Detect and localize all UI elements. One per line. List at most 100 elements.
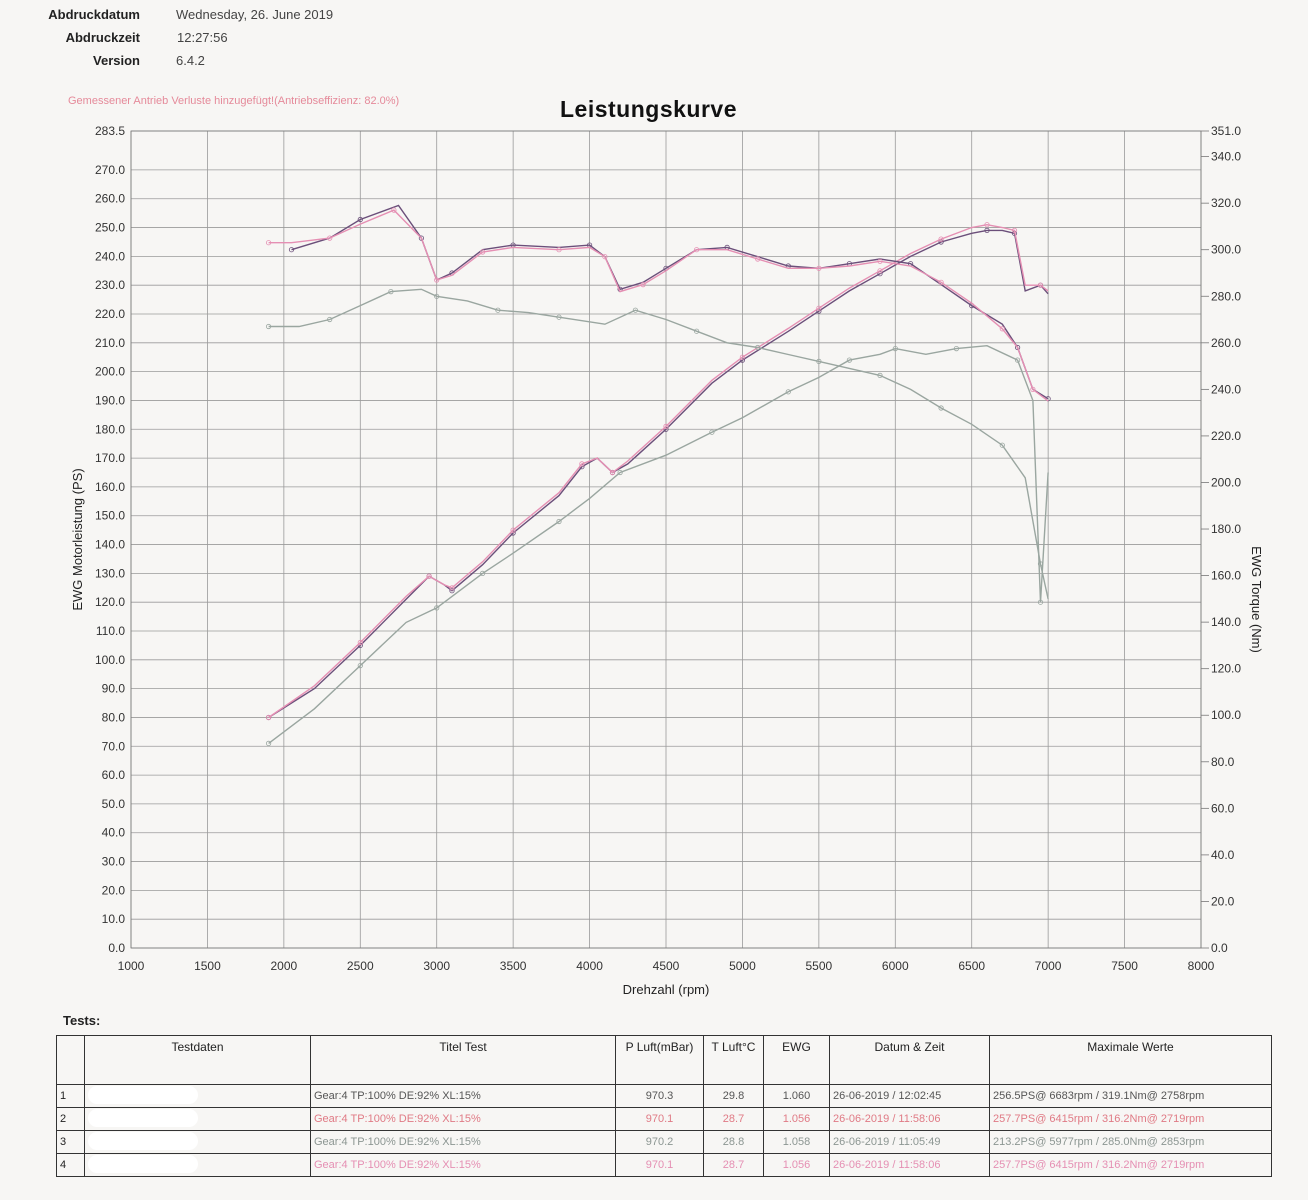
left-tick-label: 70.0 bbox=[102, 739, 126, 753]
tests-label: Tests: bbox=[63, 1013, 101, 1028]
left-tick-label: 0.0 bbox=[108, 941, 125, 955]
plot-frame bbox=[130, 130, 1202, 949]
test-cell-date: 26-06-2019 / 11:58:06 bbox=[829, 1153, 990, 1177]
left-tick-label: 30.0 bbox=[102, 855, 126, 869]
right-tick-label: 180.0 bbox=[1211, 522, 1241, 536]
left-axis-label: EWG Motorleistung (PS) bbox=[70, 468, 85, 610]
x-tick-label: 7500 bbox=[1111, 959, 1138, 973]
test-cell-max: 257.7PS@ 6415rpm / 316.2Nm@ 2719rpm bbox=[989, 1153, 1272, 1177]
x-tick-label: 1500 bbox=[194, 959, 221, 973]
right-tick-label: 40.0 bbox=[1211, 848, 1235, 862]
data-point bbox=[265, 240, 272, 246]
data-point bbox=[739, 354, 746, 360]
test-cell-p: 970.1 bbox=[615, 1107, 704, 1131]
test-cell-t: 28.7 bbox=[703, 1107, 764, 1131]
test-row[interactable]: 4 Gear:4 TP:100% DE:92% XL:15% 970.1 28.7 1.… bbox=[56, 1153, 1272, 1177]
test-cell-testdaten bbox=[84, 1153, 311, 1177]
data-point bbox=[609, 469, 616, 476]
left-tick-label: 10.0 bbox=[102, 912, 126, 926]
data-point bbox=[877, 258, 883, 264]
x-axis-label: Drehzahl (rpm) bbox=[623, 982, 710, 997]
test-cell-num: 1 bbox=[56, 1084, 85, 1108]
header-max: Maximale Werte bbox=[989, 1035, 1272, 1085]
data-point bbox=[1037, 282, 1044, 288]
data-point bbox=[984, 227, 990, 233]
data-point bbox=[265, 714, 272, 721]
test-cell-date: 26-06-2019 / 11:58:06 bbox=[829, 1107, 990, 1131]
right-tick-label: 80.0 bbox=[1211, 755, 1235, 769]
test-cell-ewg: 1.056 bbox=[763, 1153, 830, 1177]
test-row[interactable]: 2 Gear:4 TP:100% DE:92% XL:15% 970.1 28.7 1.… bbox=[56, 1107, 1272, 1131]
data-point bbox=[327, 316, 333, 323]
torque-curve-3 bbox=[268, 288, 1049, 600]
meta-value: 12:27:56 bbox=[177, 30, 228, 45]
test-cell-ewg: 1.058 bbox=[763, 1130, 830, 1154]
left-tick-label: 260.0 bbox=[95, 192, 125, 206]
header-p-luft: P Luft(mBar) bbox=[615, 1035, 704, 1085]
header-titel: Titel Test bbox=[310, 1035, 616, 1085]
data-point bbox=[426, 573, 432, 579]
data-point bbox=[709, 429, 715, 435]
data-point bbox=[693, 247, 700, 253]
x-tick-label: 4000 bbox=[576, 959, 603, 973]
right-tick-label: 260.0 bbox=[1211, 336, 1241, 350]
data-point bbox=[1037, 561, 1044, 567]
data-point bbox=[1014, 357, 1021, 363]
data-point bbox=[617, 469, 623, 476]
data-point bbox=[938, 279, 944, 285]
power-curve-1 bbox=[268, 229, 1049, 719]
x-tick-label: 1000 bbox=[118, 959, 145, 973]
data-point bbox=[846, 357, 853, 363]
test-cell-p: 970.3 bbox=[615, 1084, 704, 1108]
data-point bbox=[434, 277, 440, 283]
right-tick-label: 0.0 bbox=[1211, 941, 1228, 955]
test-row[interactable]: 3 Gear:4 TP:100% DE:92% XL:15% 970.2 28.8 1.… bbox=[56, 1130, 1272, 1154]
left-tick-label: 270.0 bbox=[95, 163, 125, 177]
left-tick-label: 20.0 bbox=[102, 883, 126, 897]
right-axis-label: EWG Torque (Nm) bbox=[1249, 546, 1264, 653]
test-cell-ewg: 1.056 bbox=[763, 1107, 830, 1131]
data-point bbox=[816, 358, 822, 364]
test-cell-testdaten bbox=[84, 1084, 311, 1108]
x-tick-label: 3000 bbox=[423, 959, 450, 973]
left-tick-label: 210.0 bbox=[95, 336, 125, 350]
data-point bbox=[816, 265, 822, 271]
data-point bbox=[327, 235, 333, 241]
x-tick-label: 2500 bbox=[347, 959, 374, 973]
data-point bbox=[1011, 227, 1018, 233]
header-ewg: EWG bbox=[763, 1035, 830, 1085]
test-cell-num: 3 bbox=[56, 1130, 85, 1154]
test-cell-title: Gear:4 TP:100% DE:92% XL:15% bbox=[310, 1130, 616, 1154]
left-tick-label: 120.0 bbox=[95, 595, 125, 609]
test-cell-t: 29.8 bbox=[703, 1084, 764, 1108]
tests-table: Testdaten Titel Test P Luft(mBar) T Luft… bbox=[56, 1035, 1272, 1177]
x-tick-label: 7000 bbox=[1035, 959, 1062, 973]
power-curve-3 bbox=[268, 344, 1049, 744]
test-cell-date: 26-06-2019 / 12:02:45 bbox=[829, 1084, 990, 1108]
right-tick-label: 20.0 bbox=[1211, 894, 1235, 908]
data-point bbox=[495, 307, 501, 313]
meta-label: Abdruckzeit bbox=[65, 30, 140, 45]
x-tick-label: 3500 bbox=[500, 959, 527, 973]
right-tick-label: 100.0 bbox=[1211, 708, 1241, 722]
data-point bbox=[388, 288, 394, 295]
test-cell-date: 26-06-2019 / 11:05:49 bbox=[829, 1130, 990, 1154]
data-point bbox=[418, 235, 424, 241]
left-tick-label: 240.0 bbox=[95, 249, 125, 263]
test-row[interactable]: 1 Gear:4 TP:100% DE:92% XL:15% 970.3 29.8 1.… bbox=[56, 1084, 1272, 1108]
left-tick-label: 40.0 bbox=[102, 826, 126, 840]
data-point bbox=[816, 305, 822, 311]
meta-row-time: Abdruckzeit 12:27:56 bbox=[0, 30, 228, 45]
right-tick-label: 120.0 bbox=[1211, 662, 1241, 676]
left-tick-label: 60.0 bbox=[102, 768, 126, 782]
data-point bbox=[663, 423, 669, 429]
right-tick-label: 351.0 bbox=[1211, 124, 1241, 138]
data-point bbox=[391, 207, 397, 213]
power-torque-chart: 1000 1500 2000 2500 3000 3500 4000 4500 5000 5500… bbox=[70, 124, 1264, 997]
meta-label: Version bbox=[93, 53, 140, 68]
data-point bbox=[265, 323, 272, 330]
test-cell-t: 28.7 bbox=[703, 1153, 764, 1177]
header-num bbox=[56, 1035, 85, 1085]
left-tick-label: 200.0 bbox=[95, 365, 125, 379]
right-tick-label: 160.0 bbox=[1211, 569, 1241, 583]
